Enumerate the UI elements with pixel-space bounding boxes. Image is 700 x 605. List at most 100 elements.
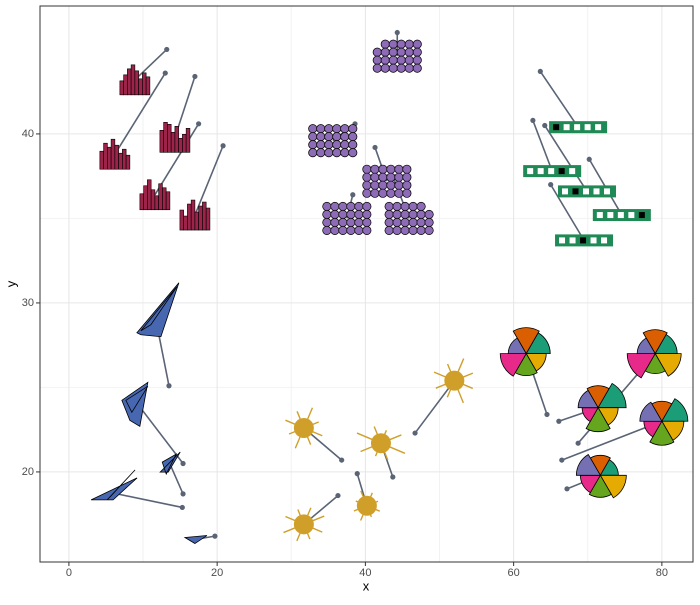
glyph-dot bbox=[400, 217, 410, 227]
glyph bbox=[433, 358, 474, 404]
glyph-dot bbox=[394, 180, 404, 190]
glyph-dot bbox=[412, 47, 422, 57]
glyph bbox=[322, 201, 372, 235]
glyph-bar bbox=[165, 191, 171, 211]
glyph-cell bbox=[595, 124, 602, 131]
glyph-shard bbox=[159, 451, 181, 476]
glyph-dot bbox=[416, 209, 426, 219]
glyph bbox=[592, 209, 651, 222]
pointer-line bbox=[137, 403, 184, 464]
glyph-dot bbox=[316, 124, 326, 134]
glyph bbox=[362, 164, 412, 198]
glyph-core bbox=[356, 495, 377, 516]
point bbox=[179, 504, 185, 511]
glyph-dot bbox=[408, 209, 418, 219]
glyph-cell bbox=[590, 237, 597, 244]
glyph-dot bbox=[396, 63, 406, 73]
pointer-line bbox=[134, 48, 168, 81]
glyph-dot bbox=[402, 172, 412, 182]
glyph-bar bbox=[182, 134, 187, 153]
glyph-bar bbox=[170, 132, 176, 153]
point bbox=[335, 492, 341, 499]
glyph-cell bbox=[617, 212, 624, 219]
point bbox=[180, 460, 186, 467]
point bbox=[164, 46, 170, 53]
glyph-dot bbox=[394, 172, 404, 182]
glyph-dot bbox=[324, 124, 334, 134]
glyph-bar bbox=[162, 187, 167, 211]
point bbox=[166, 383, 172, 389]
glyph-dot bbox=[322, 225, 332, 235]
glyph-bar bbox=[99, 150, 104, 170]
point bbox=[339, 457, 345, 463]
point bbox=[537, 68, 543, 75]
glyph-dot bbox=[378, 180, 388, 190]
glyph-dot bbox=[370, 164, 380, 174]
point bbox=[180, 491, 186, 497]
glyph-dot bbox=[388, 39, 398, 49]
glyph-bar bbox=[163, 122, 168, 153]
glyph-bar bbox=[123, 74, 128, 96]
glyph-dot bbox=[380, 39, 390, 49]
glyph-cell bbox=[593, 188, 600, 195]
point bbox=[564, 486, 570, 492]
glyph-dot bbox=[340, 140, 350, 150]
glyph-bar bbox=[134, 70, 139, 96]
glyph bbox=[639, 398, 689, 446]
glyph-dot bbox=[380, 55, 390, 65]
glyph-wedge bbox=[639, 401, 663, 422]
glyph-bar bbox=[198, 205, 203, 231]
glyph-cell bbox=[553, 124, 560, 131]
glyph-bar bbox=[125, 154, 131, 170]
glyph-wedge bbox=[585, 406, 611, 433]
point bbox=[559, 457, 565, 463]
glyph-dot bbox=[400, 209, 410, 219]
glyph-bar bbox=[187, 203, 192, 231]
glyph-bar bbox=[167, 124, 172, 153]
glyph-bar bbox=[139, 193, 144, 211]
glyph-bar bbox=[159, 130, 164, 153]
glyph bbox=[577, 382, 627, 433]
point bbox=[394, 29, 400, 36]
glyph-dot bbox=[392, 201, 402, 211]
glyph-dot bbox=[380, 47, 390, 57]
glyph-bar bbox=[205, 207, 211, 231]
glyph-dot bbox=[402, 180, 412, 190]
glyph-bar bbox=[103, 142, 108, 170]
glyph-bar bbox=[130, 64, 136, 96]
glyph bbox=[99, 138, 131, 170]
glyph-dot bbox=[332, 148, 342, 158]
glyph-dot bbox=[388, 47, 398, 57]
glyph-bar bbox=[154, 195, 159, 211]
glyph-bar bbox=[107, 146, 112, 170]
y-tick-label: 20 bbox=[22, 466, 34, 478]
glyph-bar bbox=[118, 152, 123, 170]
glyph bbox=[308, 124, 358, 158]
glyph bbox=[285, 407, 323, 449]
point bbox=[390, 474, 396, 480]
glyph-dot bbox=[346, 201, 356, 211]
glyph-dot bbox=[322, 201, 332, 211]
glyph bbox=[283, 507, 325, 542]
glyph-bar bbox=[185, 128, 191, 153]
glyph-dot bbox=[400, 225, 410, 235]
x-tick-label: 20 bbox=[211, 567, 223, 579]
glyph-dot bbox=[340, 124, 350, 134]
point bbox=[575, 440, 581, 446]
glyph-bar bbox=[202, 201, 207, 231]
glyph-dot bbox=[362, 172, 372, 182]
glyph-dot bbox=[412, 55, 422, 65]
glyph-dot bbox=[378, 188, 388, 198]
glyph-dot bbox=[322, 217, 332, 227]
glyph-core bbox=[370, 433, 391, 454]
glyph-dot bbox=[370, 188, 380, 198]
glyph-shard bbox=[136, 282, 180, 338]
glyph-wedge bbox=[597, 382, 627, 409]
glyph-dot bbox=[308, 148, 318, 158]
glyph-wedge bbox=[588, 474, 612, 498]
glyph-cell bbox=[604, 188, 611, 195]
pointer-line bbox=[194, 145, 224, 216]
glyph-dot bbox=[408, 225, 418, 235]
glyph-wedge bbox=[599, 474, 627, 499]
